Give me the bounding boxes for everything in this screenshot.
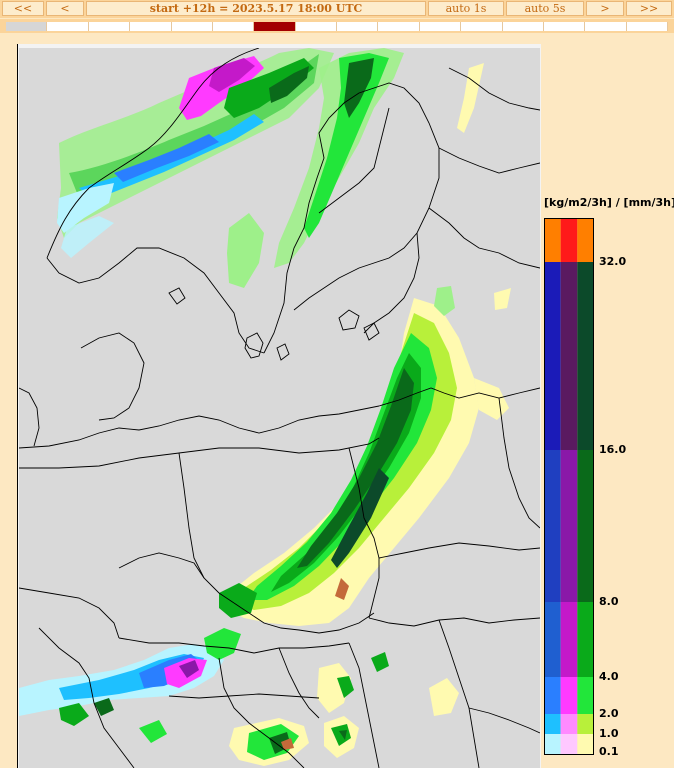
legend-swatch (560, 677, 578, 714)
timeline-step[interactable] (626, 22, 668, 31)
legend-level-label: 32.0 (599, 255, 627, 268)
legend-title: [kg/m2/3h] / [mm/3h] (544, 196, 674, 209)
last-frame-button[interactable]: >> (626, 1, 672, 16)
legend-swatch (544, 734, 561, 755)
timeline-step[interactable] (585, 22, 627, 31)
legend-color-bar (544, 218, 594, 755)
timeline-step[interactable] (461, 22, 503, 31)
legend-level-label: 8.0 (599, 595, 619, 608)
legend-swatch (560, 218, 578, 262)
legend-swatch (544, 262, 561, 450)
timeline-step[interactable] (130, 22, 172, 31)
timeline-step[interactable] (337, 22, 379, 31)
timeline-step[interactable] (47, 22, 89, 31)
legend-swatch (544, 218, 561, 262)
timeline-step[interactable] (543, 22, 586, 31)
legend-swatch (577, 677, 594, 714)
timeline-step[interactable] (295, 22, 337, 31)
previous-frame-button[interactable]: < (46, 1, 84, 16)
timeline-step[interactable] (212, 22, 255, 31)
legend-swatch (560, 262, 578, 450)
next-frame-button[interactable]: > (586, 1, 624, 16)
map-islands (168, 287, 380, 361)
legend-level-label: 2.0 (599, 707, 619, 720)
precip-balkans (59, 652, 459, 766)
first-frame-button[interactable]: << (2, 1, 44, 16)
legend-swatch (544, 677, 561, 714)
timeline-step[interactable] (88, 22, 131, 31)
map-borders (19, 48, 540, 768)
legend-swatch (544, 714, 561, 734)
timeline-step[interactable] (6, 22, 48, 31)
timeline-step-current[interactable] (254, 22, 296, 31)
legend-swatch (560, 714, 578, 734)
legend-swatch (544, 450, 561, 602)
timeline-step[interactable] (378, 22, 420, 31)
auto-5s-button[interactable]: auto 5s (506, 1, 584, 16)
legend-swatch (544, 602, 561, 677)
precip-alps (19, 628, 241, 716)
legend-level-label: 1.0 (599, 727, 619, 740)
timeline-step[interactable] (502, 22, 544, 31)
timeline-step[interactable] (419, 22, 462, 31)
legend-level-label: 0.1 (599, 745, 619, 758)
precip-central-band (219, 286, 511, 626)
legend-border (544, 218, 594, 755)
legend-level-label: 16.0 (599, 443, 627, 456)
legend-swatch (577, 262, 594, 450)
legend-swatch (560, 450, 578, 602)
time-title: start +12h = 2023.5.17 18:00 UTC (86, 1, 426, 16)
legend-swatch (577, 602, 594, 677)
legend-swatch (560, 734, 578, 755)
legend-swatch (577, 218, 594, 262)
auto-1s-button[interactable]: auto 1s (428, 1, 504, 16)
navigation-toolbar: << < start +12h = 2023.5.17 18:00 UTC au… (0, 0, 674, 18)
precipitation-map (19, 48, 540, 768)
timeline-step[interactable] (171, 22, 213, 31)
precip-bothnia (227, 48, 484, 288)
legend-swatch (577, 714, 594, 734)
legend-level-label: 4.0 (599, 670, 619, 683)
legend-swatch (577, 450, 594, 602)
legend-swatch (577, 734, 594, 755)
timeline-bar[interactable] (0, 19, 674, 33)
legend-swatch (560, 602, 578, 677)
